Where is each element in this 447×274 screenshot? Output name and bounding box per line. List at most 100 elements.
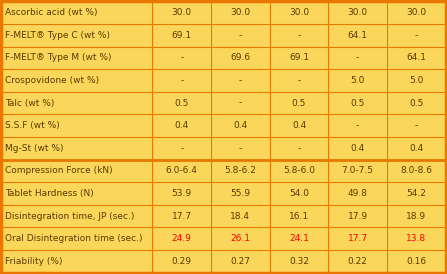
Bar	[387, 137, 446, 159]
Text: 5.0: 5.0	[409, 76, 423, 85]
Text: 0.4: 0.4	[350, 144, 365, 153]
Bar	[329, 137, 387, 159]
Text: 0.5: 0.5	[350, 99, 365, 108]
Text: 64.1: 64.1	[406, 53, 426, 62]
Text: Disintegration time, JP (sec.): Disintegration time, JP (sec.)	[5, 212, 134, 221]
Bar	[1, 69, 152, 92]
Bar	[211, 250, 270, 273]
Bar	[270, 159, 329, 182]
Bar	[152, 1, 211, 24]
Bar	[211, 69, 270, 92]
Bar	[387, 159, 446, 182]
Text: -: -	[415, 31, 418, 40]
Text: 69.1: 69.1	[289, 53, 309, 62]
Bar	[387, 250, 446, 273]
Bar	[387, 205, 446, 227]
Bar	[1, 115, 152, 137]
Text: -: -	[297, 144, 301, 153]
Bar	[387, 182, 446, 205]
Bar	[211, 205, 270, 227]
Text: Crospovidone (wt %): Crospovidone (wt %)	[5, 76, 99, 85]
Bar	[329, 69, 387, 92]
Bar	[211, 1, 270, 24]
Text: 30.0: 30.0	[230, 8, 250, 17]
Bar	[211, 159, 270, 182]
Text: 0.29: 0.29	[172, 257, 192, 266]
Bar	[270, 205, 329, 227]
Text: 26.1: 26.1	[230, 234, 250, 243]
Text: -: -	[356, 121, 359, 130]
Text: -: -	[180, 53, 183, 62]
Bar	[387, 47, 446, 69]
Text: 55.9: 55.9	[230, 189, 250, 198]
Bar	[329, 182, 387, 205]
Bar	[387, 115, 446, 137]
Text: 18.9: 18.9	[406, 212, 426, 221]
Text: 24.1: 24.1	[289, 234, 309, 243]
Bar	[1, 92, 152, 115]
Text: 0.4: 0.4	[233, 121, 248, 130]
Text: 17.7: 17.7	[348, 234, 368, 243]
Text: 0.5: 0.5	[292, 99, 306, 108]
Text: 54.2: 54.2	[406, 189, 426, 198]
Bar	[211, 24, 270, 47]
Text: -: -	[180, 76, 183, 85]
Text: 0.5: 0.5	[409, 99, 423, 108]
Text: -: -	[297, 76, 301, 85]
Bar	[270, 69, 329, 92]
Text: 64.1: 64.1	[348, 31, 367, 40]
Text: Ascorbic acid (wt %): Ascorbic acid (wt %)	[5, 8, 97, 17]
Bar	[152, 205, 211, 227]
Bar	[329, 250, 387, 273]
Bar	[270, 1, 329, 24]
Text: 53.9: 53.9	[172, 189, 192, 198]
Text: 69.1: 69.1	[172, 31, 192, 40]
Bar	[329, 205, 387, 227]
Bar	[270, 250, 329, 273]
Text: -: -	[180, 144, 183, 153]
Bar	[270, 24, 329, 47]
Text: Mg-St (wt %): Mg-St (wt %)	[5, 144, 63, 153]
Text: 0.22: 0.22	[348, 257, 367, 266]
Bar	[152, 227, 211, 250]
Bar	[329, 1, 387, 24]
Bar	[1, 227, 152, 250]
Text: 0.16: 0.16	[406, 257, 426, 266]
Text: Talc (wt %): Talc (wt %)	[5, 99, 55, 108]
Text: 0.27: 0.27	[230, 257, 250, 266]
Text: 6.0-6.4: 6.0-6.4	[166, 166, 198, 175]
Bar	[329, 227, 387, 250]
Text: Friability (%): Friability (%)	[5, 257, 63, 266]
Text: -: -	[239, 31, 242, 40]
Text: 16.1: 16.1	[289, 212, 309, 221]
Text: -: -	[297, 31, 301, 40]
Bar	[211, 47, 270, 69]
Bar	[270, 92, 329, 115]
Text: 5.0: 5.0	[350, 76, 365, 85]
Text: Tablet Hardness (N): Tablet Hardness (N)	[5, 189, 94, 198]
Bar	[270, 227, 329, 250]
Bar	[387, 92, 446, 115]
Text: 17.9: 17.9	[348, 212, 368, 221]
Text: -: -	[239, 76, 242, 85]
Bar	[1, 137, 152, 159]
Text: 17.7: 17.7	[172, 212, 192, 221]
Bar	[211, 182, 270, 205]
Text: 5.8-6.0: 5.8-6.0	[283, 166, 315, 175]
Bar	[152, 115, 211, 137]
Bar	[211, 92, 270, 115]
Bar	[152, 47, 211, 69]
Bar	[329, 24, 387, 47]
Bar	[152, 250, 211, 273]
Text: 0.4: 0.4	[292, 121, 306, 130]
Bar	[1, 1, 152, 24]
Text: 0.32: 0.32	[289, 257, 309, 266]
Bar	[1, 250, 152, 273]
Text: 7.0-7.5: 7.0-7.5	[342, 166, 374, 175]
Bar	[152, 92, 211, 115]
Bar	[1, 205, 152, 227]
Text: 69.6: 69.6	[230, 53, 250, 62]
Text: 5.8-6.2: 5.8-6.2	[224, 166, 256, 175]
Bar	[211, 227, 270, 250]
Text: 18.4: 18.4	[230, 212, 250, 221]
